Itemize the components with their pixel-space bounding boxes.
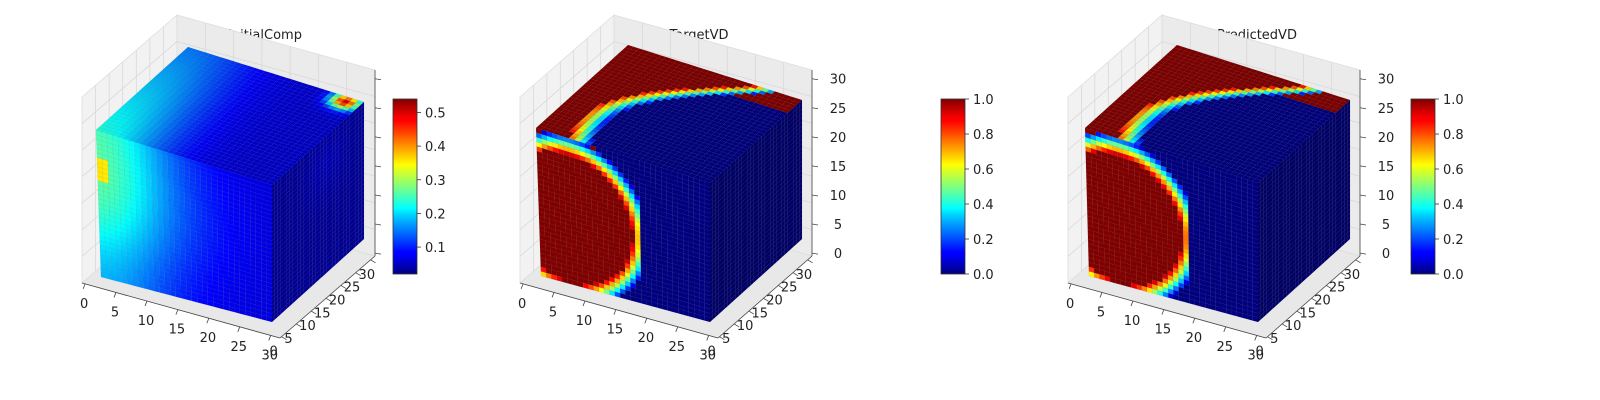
z-tick-mark [374, 165, 382, 168]
voxel-cube [95, 46, 365, 323]
y-tick-label: 20 [329, 293, 346, 308]
colorbar-tick-label: 0.2 [425, 207, 446, 222]
x-tick-label: 0 [80, 297, 88, 312]
colorbar: 0.1 0.2 0.3 0.4 0.5 [392, 98, 446, 275]
x-tick-mark [206, 318, 210, 324]
y-tick-label: 15 [314, 306, 331, 321]
x-tick-label: 15 [169, 323, 186, 338]
y-tick-label: 25 [344, 281, 361, 296]
z-tick-mark [374, 78, 382, 81]
y-tick-label: 10 [299, 319, 316, 334]
y-tick-label: 0 [269, 345, 277, 360]
colorbar-gradient [392, 98, 418, 275]
colorbar-tick-label: 0.4 [425, 140, 446, 155]
x-tick-mark [144, 300, 148, 307]
x-tick-label: 25 [231, 340, 248, 355]
x-tick-mark [237, 326, 241, 332]
y-tick-label: 5 [284, 332, 292, 347]
z-tick-mark [374, 136, 382, 139]
colorbar-ticks: 0.1 0.2 0.3 0.4 0.5 [417, 106, 446, 256]
colorbar-tick-label: 0.1 [425, 241, 446, 256]
y-axis-line [279, 255, 376, 339]
grid-line [81, 41, 376, 124]
z-tick-mark [374, 107, 382, 110]
colorbar-tick-label: 0.3 [425, 174, 446, 189]
y-tick-label: 30 [359, 268, 376, 283]
y-tick-mark [370, 259, 376, 264]
x-tick-label: 5 [111, 305, 119, 320]
x-tick-mark [175, 309, 179, 315]
x-tick-label: 20 [200, 331, 217, 346]
z-tick-mark [374, 223, 382, 226]
colorbar-tick-label: 0.5 [425, 106, 446, 121]
x-axis-line [81, 282, 281, 339]
x-tick-mark [82, 283, 86, 290]
panel-targetvd: TargetVD 0510152025300510152025300510152… [518, 14, 994, 363]
x-tick-mark [113, 292, 117, 298]
x-tick-mark [268, 335, 272, 341]
x-tick-label: 10 [138, 314, 155, 329]
z-tick-mark [374, 194, 382, 197]
z-tick-mark [374, 252, 382, 255]
